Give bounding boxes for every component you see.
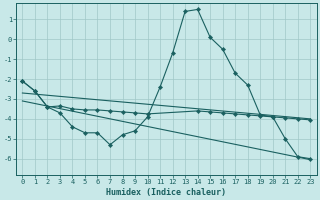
X-axis label: Humidex (Indice chaleur): Humidex (Indice chaleur) [106, 188, 226, 197]
